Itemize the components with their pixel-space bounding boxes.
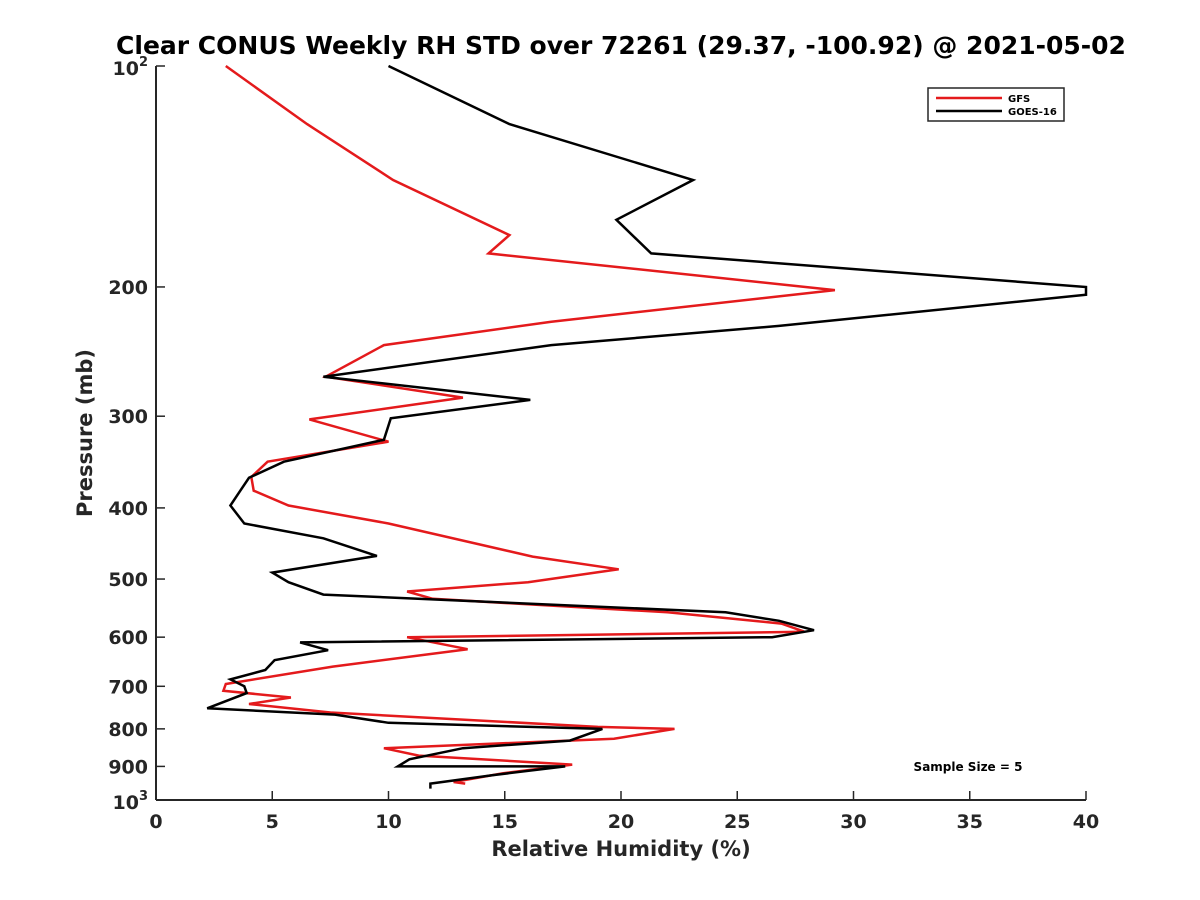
plot-lines (206, 64, 1088, 789)
x-tick-label: 35 (957, 811, 983, 833)
legend-label-gfs: GFS (1008, 94, 1030, 105)
y-tick-label: 900 (108, 756, 148, 778)
x-tick-label: 40 (1073, 811, 1099, 833)
y-tick-label: 200 (108, 277, 148, 299)
sample-size-annotation: Sample Size = 5 (914, 760, 1023, 774)
y-axis-ticks: 102 200 300 400 500 600 700 800 900 103 (108, 55, 165, 814)
y-tick-label: 102 (113, 55, 149, 80)
legend-label-goes16: GOES-16 (1008, 107, 1057, 118)
y-tick-label: 103 (113, 789, 149, 814)
y-tick-label: 500 (108, 569, 148, 591)
x-tick-label: 0 (149, 811, 162, 833)
y-tick-label: 600 (108, 627, 148, 649)
y-axis-label: Pressure (mb) (73, 349, 97, 517)
y-tick-label: 400 (108, 498, 148, 520)
series-line-gfs (221, 64, 836, 785)
y-tick-label: 300 (108, 406, 148, 428)
legend-box (927, 87, 1065, 122)
y-tick-label: 700 (108, 676, 148, 698)
x-tick-label: 15 (492, 811, 518, 833)
y-tick-label: 800 (108, 719, 148, 741)
x-axis-ticks: 0 5 10 15 20 25 30 35 40 (149, 791, 1099, 833)
x-tick-label: 10 (375, 811, 401, 833)
x-tick-label: 30 (840, 811, 866, 833)
chart-title: Clear CONUS Weekly RH STD over 72261 (29… (116, 31, 1126, 60)
x-tick-label: 25 (724, 811, 750, 833)
x-tick-label: 20 (608, 811, 634, 833)
x-tick-label: 5 (266, 811, 279, 833)
x-axis-label: Relative Humidity (%) (491, 837, 750, 861)
legend: GFS GOES-16 (927, 87, 1065, 122)
series-line-goes16 (206, 64, 1088, 789)
